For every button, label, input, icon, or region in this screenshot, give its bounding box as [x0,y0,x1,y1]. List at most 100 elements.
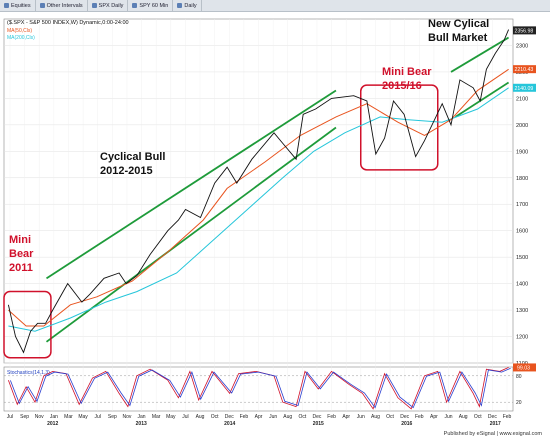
tab-spy-60-min[interactable]: SPY 60 Min [128,0,174,11]
price-label: 2140.09 [515,86,534,92]
y-tick-label: 1200 [516,335,528,341]
x-month-label: Dec [400,414,409,420]
tab-label: SPX Daily [98,2,124,9]
x-month-label: Nov [122,414,131,420]
x-month-label: Aug [196,414,205,420]
x-month-label: Jul [182,414,188,420]
x-month-label: Sep [20,414,29,420]
tab-label: Equities [11,2,31,9]
x-month-label: Apr [342,414,350,420]
x-month-label: Oct [211,414,219,420]
annotation-mini-bear-2015: 2015/16 [382,80,422,92]
trend-channel-line [46,89,337,280]
x-month-label: May [78,414,88,420]
x-month-label: May [166,414,176,420]
x-month-label: Aug [371,414,380,420]
x-month-label: Jul [7,414,13,420]
annotation-mini-bear-2011: Mini [9,234,31,246]
annotation-new-bull: New Cylical [428,18,489,30]
legend-ma200: MA(200,Cls) [7,35,35,41]
ma50-line [8,68,509,327]
stochastics-label: Stochastics(14,1,3) [7,370,50,376]
annotation-cyclical-bull: Cyclical Bull [100,151,165,163]
chart-icon [91,3,97,8]
price-label: 2356.98 [515,28,534,34]
stochastics-value: 99.03 [517,365,530,371]
y-tick-label: 1700 [516,202,528,208]
y-tick-label: 1500 [516,255,528,261]
trend-channel-line [45,126,337,343]
tab-label: Daily [184,2,197,9]
x-month-label: Feb [240,414,249,420]
x-month-label: Dec [313,414,322,420]
x-year-label: 2013 [136,421,147,427]
y-tick-label: 1900 [516,149,528,155]
annotation-mini-bear-2011: Bear [9,248,34,260]
trend-channel-line [450,36,510,73]
y-tick-label: 2300 [516,43,528,49]
price-label-box [513,83,536,92]
price-label-box [513,65,536,74]
x-month-label: Feb [327,414,336,420]
legend-ma50: MA(50,Cls) [7,28,32,34]
x-month-label: Jan [50,414,58,420]
trend-channel-line [454,81,510,118]
annotation-mini-bear-2015: Mini Bear [382,66,432,78]
y-tick-label: 1400 [516,282,528,288]
stochastics-value-box [513,363,536,372]
grid-icon [4,3,9,8]
tab-label: SPY 60 Min [139,2,169,9]
stochastics-fast-line [10,367,511,409]
grid-icon [39,3,45,8]
x-month-label: Dec [488,414,497,420]
x-month-label: Apr [430,414,438,420]
x-month-label: Jun [269,414,277,420]
chart-header: ($.SPX - S&P 500 INDEX,W) Dynamic,0:00-2… [7,20,129,26]
x-month-label: Nov [35,414,44,420]
tab-equities[interactable]: Equities [0,0,36,11]
x-month-label: Jun [357,414,365,420]
y-tick-label: 1600 [516,229,528,235]
x-month-label: Oct [474,414,482,420]
y-tick-label: 1300 [516,308,528,314]
x-year-label: 2014 [224,421,235,427]
stock-chart: 2300220021002000190018001700160015001400… [3,18,536,427]
stochastics-tick-label: 20 [516,400,522,406]
x-month-label: Jan [138,414,146,420]
y-tick-label: 1800 [516,176,528,182]
x-month-label: Jul [95,414,101,420]
price-label-box [513,26,536,35]
annotation-cyclical-bull: 2012-2015 [100,165,153,177]
tab-label: Other Intervals [46,2,83,9]
x-year-label: 2012 [47,421,58,427]
x-month-label: Mar [64,414,73,420]
footer-credit: Published by eSignal | www.esignal.com [443,431,542,437]
x-year-label: 2015 [313,421,324,427]
x-month-label: Oct [298,414,306,420]
y-tick-label: 2100 [516,96,528,102]
price-line [7,29,510,354]
annotation-mini-bear-2011: 2011 [9,262,33,274]
x-month-label: Oct [386,414,394,420]
x-month-label: Dec [225,414,234,420]
chart-icon [177,3,183,8]
x-month-label: Jun [444,414,452,420]
y-tick-label: 2000 [516,123,528,129]
x-year-label: 2016 [401,421,412,427]
x-month-label: Mar [152,414,161,420]
tab-other-intervals[interactable]: Other Intervals [36,0,88,11]
tab-daily[interactable]: Daily [173,0,202,11]
toolbar-tabs: Equities Other Intervals SPX Daily SPY 60 M… [0,0,550,12]
price-label: 2210.43 [515,67,534,73]
chart-icon [132,3,138,8]
tab-spx-daily[interactable]: SPX Daily [88,0,129,11]
x-month-label: Apr [255,414,263,420]
x-month-label: Feb [503,414,512,420]
x-month-label: Sep [108,414,117,420]
x-month-label: Aug [283,414,292,420]
stochastics-slow-line [8,367,509,410]
x-year-label: 2017 [490,421,501,427]
ma200-line [8,87,509,332]
x-month-label: Feb [415,414,424,420]
stochastics-tick-label: 80 [516,374,522,380]
